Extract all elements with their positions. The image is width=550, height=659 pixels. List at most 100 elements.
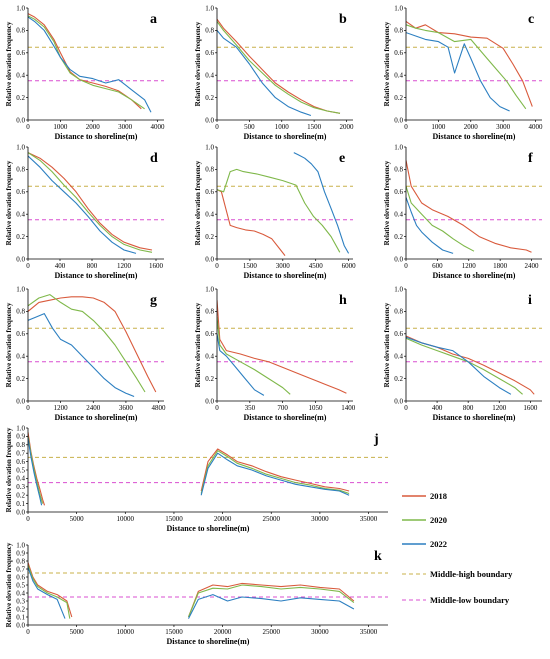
y-tick-label: 0.0 [394,255,403,263]
x-tick-label: 2000 [464,123,479,131]
y-tick-label: 0.1 [16,500,25,508]
x-axis-label: Distance to shoreline(m) [167,524,250,533]
x-tick-label: 20000 [214,515,232,523]
legend-label-boundary: Middle-high boundary [430,569,513,579]
x-tick-label: 3600 [119,404,134,412]
panel-label: e [339,151,345,166]
y-tick-label: 0.2 [16,492,25,500]
x-tick-label: 1800 [493,262,508,270]
y-tick-label: 1.0 [205,4,214,12]
series-line-2022 [406,336,512,395]
x-tick-label: 10000 [117,515,135,523]
x-axis-label: Distance to shoreline(m) [55,132,138,141]
y-tick-label: 0.9 [16,549,25,557]
x-tick-label: 400 [432,404,443,412]
series-line-2020 [217,316,291,395]
y-axis-label: Relative elevation frequency [5,542,13,627]
y-tick-label: 0.0 [16,255,25,263]
series-line-2018 [217,189,286,256]
y-tick-label: 0.6 [16,573,25,581]
series-group [28,294,157,398]
panel-label: i [528,293,532,308]
y-tick-label: 0.7 [16,450,25,458]
x-tick-label: 800 [463,404,474,412]
y-tick-label: 0.0 [205,255,214,263]
panel-a: 0.0 0.2 0.4 0.6 0.8 1.0 0 1000 2000 3000 4000 Dista… [5,4,165,141]
y-tick-label: 0.7 [16,565,25,573]
series-line-2022 [217,333,265,396]
y-tick-label: 0.8 [394,308,403,316]
x-tick-label: 0 [404,262,408,270]
y-tick-label: 0.4 [16,475,25,483]
series-line-2018 [217,18,341,114]
x-axis-label: Distance to shoreline(m) [55,413,138,422]
x-tick-label: 5000 [70,515,85,523]
x-tick-label: 5000 [70,628,85,636]
x-tick-label: 2400 [86,404,101,412]
x-tick-label: 20000 [214,628,232,636]
series-line-2020 [28,564,355,619]
x-tick-label: 25000 [262,515,280,523]
x-tick-label: 1050 [308,404,323,412]
y-tick-label: 0.8 [394,27,403,35]
x-tick-label: 400 [55,262,66,270]
x-tick-label: 0 [26,404,30,412]
y-tick-label: 0.6 [16,330,25,338]
legend-label-2022: 2022 [430,539,447,549]
x-tick-label: 1000 [53,123,68,131]
y-tick-label: 0.8 [394,166,403,174]
x-axis-label: Distance to shoreline(m) [433,132,516,141]
x-tick-label: 1200 [492,404,507,412]
y-tick-label: 0.0 [16,621,25,629]
x-tick-label: 15000 [165,628,183,636]
y-tick-label: 0.4 [394,211,403,219]
series-line-2022 [217,30,312,117]
panel-k: 0.00.10.20.30.40.50.60.70.80.91.0 0 5000 10… [5,541,388,646]
x-tick-label: 2400 [525,262,540,270]
x-tick-label: 1600 [523,404,538,412]
y-tick-label: 0.2 [205,233,214,241]
panel-label: j [373,432,379,447]
y-tick-label: 0.2 [394,233,403,241]
y-tick-label: 0.4 [16,589,25,597]
y-tick-label: 1.0 [394,285,403,293]
x-axis-label: Distance to shoreline(m) [433,271,516,280]
panel-label: d [150,151,158,166]
y-tick-label: 0.4 [394,353,403,361]
series-line-2022 [28,16,152,113]
panel-g: 0.0 0.2 0.4 0.6 0.8 1.0 0 1200 2400 3600 4800 Dista… [5,285,166,422]
x-axis-label: Distance to shoreline(m) [433,413,516,422]
series-line-2022 [28,438,350,506]
series-line-2020 [28,152,153,253]
x-tick-label: 600 [432,262,443,270]
panel-b: 0.0 0.2 0.4 0.6 0.8 1.0 0 500 1000 1500 2000 Distan… [194,4,354,141]
x-tick-label: 4000 [529,123,544,131]
y-tick-label: 0.8 [16,557,25,565]
y-tick-label: 0.5 [16,466,25,474]
panel-c: 0.0 0.2 0.4 0.6 0.8 1.0 0 1000 2000 3000 4000 Dista… [383,4,543,141]
y-tick-label: 0.0 [394,116,403,124]
series-line-2018 [28,562,355,618]
x-tick-label: 350 [245,404,256,412]
panels: 0.00.20.40.60.81.00 1000 2000 3000 4000Dista… [5,4,543,646]
series-line-2018 [406,335,535,395]
y-tick-label: 1.0 [205,143,214,151]
y-tick-label: 0.4 [16,72,25,80]
x-tick-label: 35000 [360,628,378,636]
series-group [217,152,350,256]
y-tick-label: 0.6 [394,330,403,338]
series-line-2020 [406,186,475,252]
y-tick-label: 0.2 [205,94,214,102]
series-line-2018 [28,296,157,393]
y-tick-label: 1.0 [205,285,214,293]
y-axis-label: Relative elevation frequency [194,302,202,387]
y-axis-label: Relative elevation frequency [194,160,202,245]
x-tick-label: 15000 [165,515,183,523]
x-tick-label: 1200 [117,262,132,270]
y-tick-label: 1.0 [16,4,25,12]
x-axis-label: Distance to shoreline(m) [244,132,327,141]
y-tick-label: 0.6 [205,330,214,338]
y-tick-label: 0.2 [394,375,403,383]
x-tick-label: 30000 [311,628,329,636]
y-axis-label: Relative elevation frequency [383,160,391,245]
